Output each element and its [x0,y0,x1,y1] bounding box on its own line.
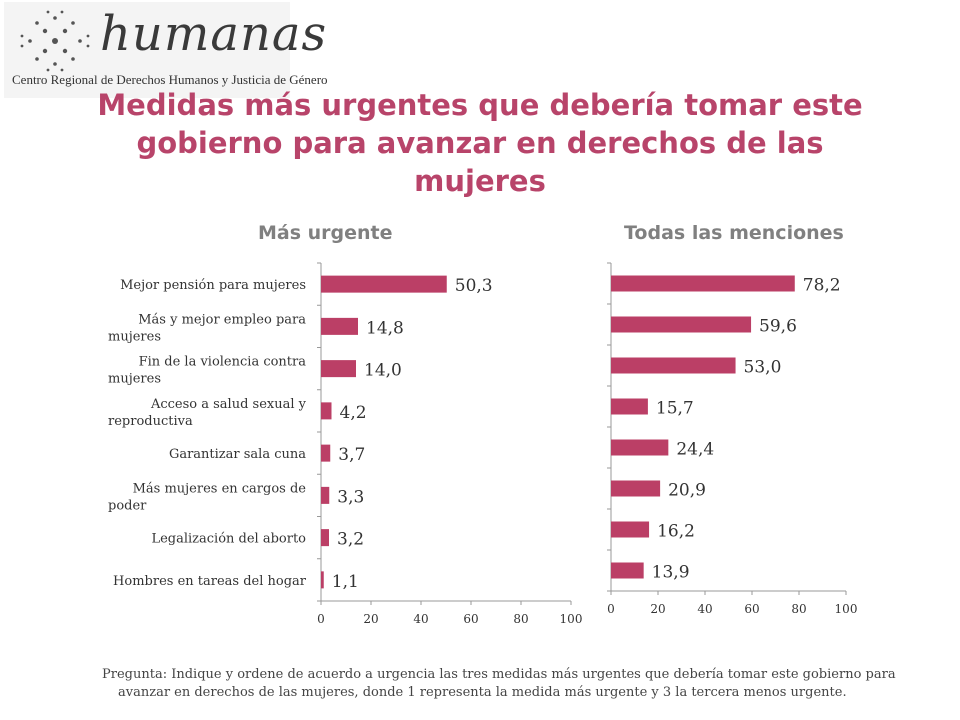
bar [321,317,358,335]
bar [611,480,661,497]
bar [611,521,650,538]
bar [321,402,332,420]
x-tick-label: 100 [835,602,858,616]
data-label: 3,7 [338,445,365,465]
bar [611,398,648,415]
chart-title-right: Todas las menciones [624,222,844,244]
bar [611,439,669,456]
x-tick-label: 0 [607,602,615,616]
category-label: Acceso a salud sexual y reproductiva [108,397,307,429]
category-label: Hombres en tareas del hogar [113,574,307,589]
category-label: Más mujeres en cargos de poder [108,481,306,513]
bar [321,360,356,378]
x-tick-label: 20 [363,612,378,626]
logo-wordmark: humanas [100,6,328,62]
x-tick-label: 40 [697,602,712,616]
x-tick-label: 0 [317,612,325,626]
bar [321,444,331,462]
category-label: Legalización del aborto [151,532,306,547]
bar [321,486,330,504]
data-label: 3,3 [337,487,364,507]
logo-subtitle: Centro Regional de Derechos Humanos y Ju… [12,72,328,87]
data-label: 4,2 [340,403,367,423]
data-label: 20,9 [668,481,706,501]
data-label: 78,2 [803,276,841,296]
humanas-logo: humanas Centro Regional de Derechos Huma… [4,2,328,98]
x-tick-label: 100 [560,612,583,626]
data-label: 3,2 [337,530,364,550]
bar [321,275,447,293]
category-label: Fin de la violencia contra mujeres [108,355,306,387]
x-tick-label: 60 [463,612,478,626]
data-label: 16,2 [657,522,695,542]
x-tick-label: 80 [513,612,528,626]
data-label: 24,4 [676,440,714,460]
data-label: 1,1 [332,572,359,592]
x-tick-label: 20 [650,602,665,616]
bar [321,571,324,589]
bar [611,275,795,292]
x-tick-label: 40 [413,612,428,626]
data-label: 15,7 [656,399,694,419]
category-label: Más y mejor empleo para mujeres [108,312,306,344]
data-label: 14,8 [366,318,404,338]
data-label: 53,0 [744,358,782,378]
page-title: Medidas más urgentes que debería tomar e… [97,88,863,198]
footnote: Pregunta: Indique y ordene de acuerdo a … [102,667,896,700]
bar [611,316,752,333]
x-tick-label: 60 [744,602,759,616]
chart-title-left: Más urgente [258,222,393,244]
x-tick-label: 80 [791,602,806,616]
data-label: 14,0 [364,361,402,381]
logo-mark-icon [20,10,90,72]
category-label: Garantizar sala cuna [169,447,306,462]
data-label: 13,9 [652,563,690,583]
bar [321,529,329,547]
data-label: 50,3 [455,276,493,296]
bar [611,562,644,579]
bar [611,357,736,374]
category-label: Mejor pensión para mujeres [120,278,306,293]
data-label: 59,6 [759,317,797,337]
